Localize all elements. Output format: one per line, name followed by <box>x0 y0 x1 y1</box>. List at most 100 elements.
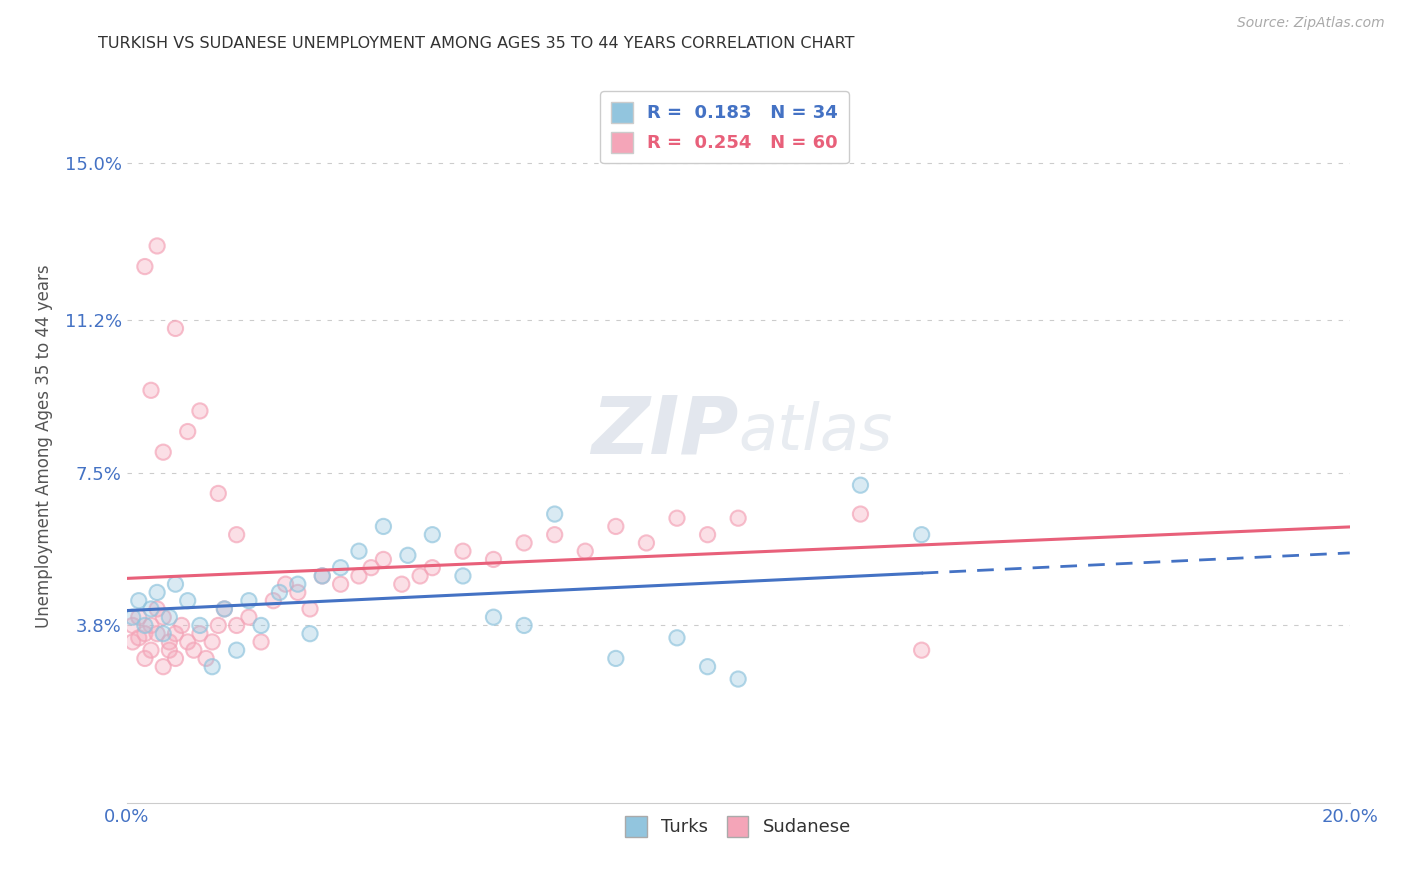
Point <box>262 593 284 607</box>
Point <box>188 618 211 632</box>
Point <box>311 569 333 583</box>
Point <box>605 651 627 665</box>
Point <box>849 507 872 521</box>
Point <box>666 511 689 525</box>
Point <box>165 321 187 335</box>
Point <box>482 610 505 624</box>
Point <box>177 635 200 649</box>
Point <box>287 585 309 599</box>
Point <box>543 527 565 541</box>
Point <box>139 643 162 657</box>
Point <box>139 602 162 616</box>
Point <box>188 404 211 418</box>
Point <box>207 486 229 500</box>
Point <box>250 618 273 632</box>
Point <box>225 527 247 541</box>
Point <box>373 552 395 566</box>
Point <box>134 626 156 640</box>
Point <box>543 507 565 521</box>
Point <box>287 577 309 591</box>
Point <box>727 672 749 686</box>
Point <box>391 577 413 591</box>
Point <box>329 560 352 574</box>
Point <box>299 626 322 640</box>
Point <box>360 560 382 574</box>
Point <box>121 610 143 624</box>
Point <box>214 602 236 616</box>
Point <box>157 610 180 624</box>
Point <box>574 544 596 558</box>
Point <box>513 618 536 632</box>
Point <box>177 593 200 607</box>
Point <box>605 519 627 533</box>
Point <box>152 445 174 459</box>
Point <box>139 384 162 398</box>
Point <box>269 585 291 599</box>
Text: Source: ZipAtlas.com: Source: ZipAtlas.com <box>1237 16 1385 29</box>
Point <box>911 643 934 657</box>
Point <box>201 635 224 649</box>
Text: TURKISH VS SUDANESE UNEMPLOYMENT AMONG AGES 35 TO 44 YEARS CORRELATION CHART: TURKISH VS SUDANESE UNEMPLOYMENT AMONG A… <box>98 36 855 51</box>
Point <box>188 404 211 418</box>
Point <box>152 659 174 673</box>
Point <box>422 560 444 574</box>
Point <box>146 602 169 616</box>
Point <box>636 536 658 550</box>
Point <box>391 577 413 591</box>
Point <box>207 486 229 500</box>
Point <box>360 560 382 574</box>
Point <box>165 651 187 665</box>
Text: ZIP: ZIP <box>591 392 738 471</box>
Point <box>451 544 474 558</box>
Point <box>347 544 370 558</box>
Point <box>238 610 260 624</box>
Point <box>373 519 395 533</box>
Point <box>170 618 193 632</box>
Point <box>287 585 309 599</box>
Point <box>451 569 474 583</box>
Point <box>183 643 205 657</box>
Point <box>409 569 432 583</box>
Point <box>188 626 211 640</box>
Point <box>513 536 536 550</box>
Point <box>134 651 156 665</box>
Point <box>311 569 333 583</box>
Point <box>482 552 505 566</box>
Point <box>152 626 174 640</box>
Point <box>139 384 162 398</box>
Point <box>250 635 273 649</box>
Point <box>201 659 224 673</box>
Point <box>134 618 156 632</box>
Point <box>165 651 187 665</box>
Point <box>696 527 718 541</box>
Legend: Turks, Sudanese: Turks, Sudanese <box>619 808 858 844</box>
Point <box>574 544 596 558</box>
Point <box>152 445 174 459</box>
Point <box>165 577 187 591</box>
Point <box>170 618 193 632</box>
Point <box>250 618 273 632</box>
Point <box>451 569 474 583</box>
Point <box>177 425 200 439</box>
Point <box>146 239 169 253</box>
Point <box>134 260 156 274</box>
Point <box>146 585 169 599</box>
Point <box>121 618 143 632</box>
Point <box>121 635 143 649</box>
Point <box>513 618 536 632</box>
Point <box>849 507 872 521</box>
Point <box>299 602 322 616</box>
Point <box>128 593 150 607</box>
Point <box>849 478 872 492</box>
Point <box>299 602 322 616</box>
Point <box>666 631 689 645</box>
Point <box>201 635 224 649</box>
Point <box>262 593 284 607</box>
Point <box>543 507 565 521</box>
Point <box>311 569 333 583</box>
Point <box>727 672 749 686</box>
Point <box>347 544 370 558</box>
Point <box>146 602 169 616</box>
Point <box>134 651 156 665</box>
Point <box>696 527 718 541</box>
